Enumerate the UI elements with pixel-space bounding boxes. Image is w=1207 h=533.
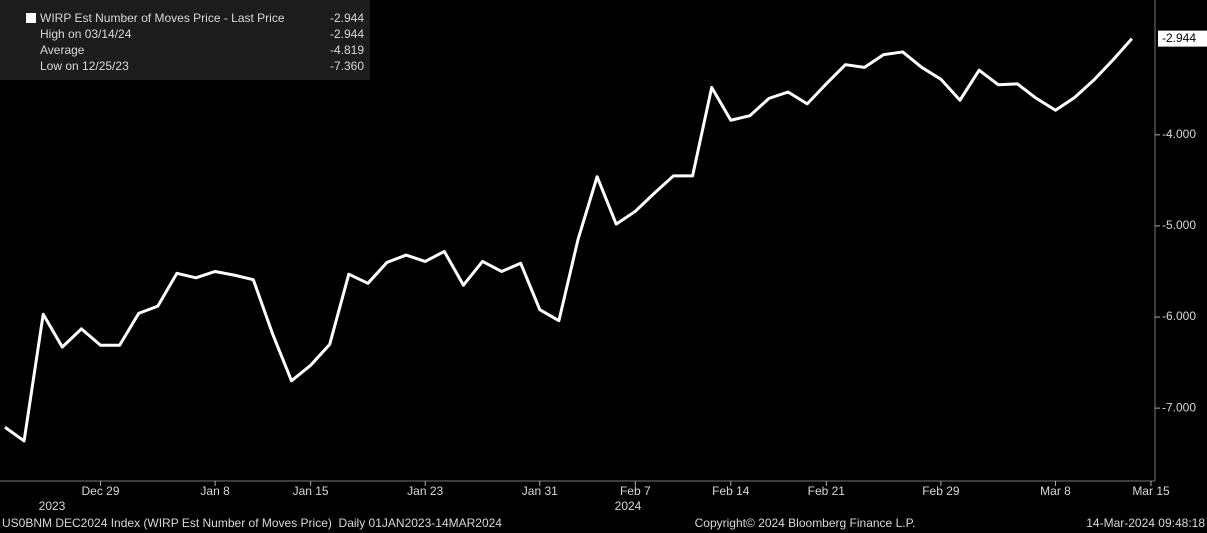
year-label: 2023 — [39, 499, 66, 513]
y-tick-label: -6.000 — [1162, 309, 1196, 323]
footer-left: US0BNM DEC2024 Index (WIRP Est Number of… — [2, 516, 502, 530]
legend-stat-value: -4.819 — [330, 43, 364, 57]
footer-center: Copyright© 2024 Bloomberg Finance L.P. — [695, 516, 916, 530]
year-label: 2024 — [615, 499, 642, 513]
legend-stat-value: -7.360 — [330, 59, 364, 73]
x-tick-label: Mar 8 — [1040, 484, 1071, 498]
legend-stat-label: Average — [40, 43, 85, 57]
last-price-tag — [1158, 30, 1207, 47]
legend-stat-value: -2.944 — [330, 27, 364, 41]
x-tick-label: Jan 8 — [200, 484, 230, 498]
x-tick-label: Jan 31 — [522, 484, 558, 498]
x-tick-label: Dec 29 — [81, 484, 119, 498]
legend-title: WIRP Est Number of Moves Price - Last Pr… — [40, 11, 285, 25]
x-tick-label: Feb 7 — [620, 484, 651, 498]
x-tick-label: Mar 15 — [1132, 484, 1170, 498]
legend-stat-label: Low on 12/25/23 — [40, 59, 129, 73]
legend-swatch — [26, 13, 36, 23]
y-tick-label: -5.000 — [1162, 218, 1196, 232]
legend-stat-label: High on 03/14/24 — [40, 27, 132, 41]
x-tick-label: Jan 23 — [407, 484, 443, 498]
y-tick-label: -7.000 — [1162, 400, 1196, 414]
footer-right: 14-Mar-2024 09:48:18 — [1086, 516, 1205, 530]
x-tick-label: Feb 14 — [712, 484, 750, 498]
line-series — [4, 37, 1134, 443]
x-tick-label: Jan 15 — [293, 484, 329, 498]
x-tick-label: Feb 29 — [922, 484, 960, 498]
y-tick-label: -4.000 — [1162, 127, 1196, 141]
last-price-label: -2.944 — [1162, 31, 1196, 45]
legend-value: -2.944 — [330, 11, 364, 25]
x-tick-label: Feb 21 — [808, 484, 846, 498]
legend-box — [0, 0, 370, 80]
